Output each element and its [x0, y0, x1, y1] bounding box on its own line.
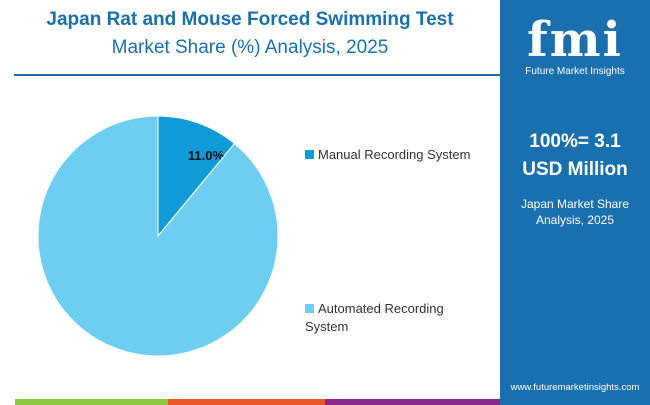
legend-label: Automated Recording System [305, 301, 444, 334]
fmi-logo: fmi Future Market Insights [510, 8, 640, 77]
analysis-label: Japan Market Share Analysis, 2025 [520, 197, 630, 227]
chart-subtitle: Market Share (%) Analysis, 2025 [111, 37, 389, 58]
total-value: 100%= 3.1 USD Million [500, 128, 650, 184]
chart-title: Japan Rat and Mouse Forced Swimming Test [46, 9, 454, 30]
legend-label: Manual Recording System [318, 147, 471, 162]
legend-item-automated: Automated Recording System [305, 300, 485, 336]
bottom-bar-green [15, 399, 168, 405]
legend-swatch [305, 304, 314, 313]
pie-chart: 11.0% [37, 115, 279, 357]
legend-swatch [305, 150, 314, 159]
total-line1: 100%= 3.1 [529, 131, 621, 152]
info-panel: fmi Future Market Insights 100%= 3.1 USD … [500, 0, 650, 405]
title-rule [14, 74, 500, 76]
website-url: www.futuremarketinsights.com [510, 382, 640, 393]
data-label: 11.0% [188, 148, 225, 163]
pie-slice [157, 115, 236, 238]
bottom-bar-orange [168, 399, 325, 405]
bottom-bar-purple [325, 399, 500, 405]
total-line2: USD Million [522, 159, 628, 180]
pie-slice [37, 115, 279, 357]
logo-mark: fmi [527, 12, 623, 68]
logo-subtitle: Future Market Insights [525, 66, 625, 77]
legend-item-manual: Manual Recording System [305, 146, 470, 164]
